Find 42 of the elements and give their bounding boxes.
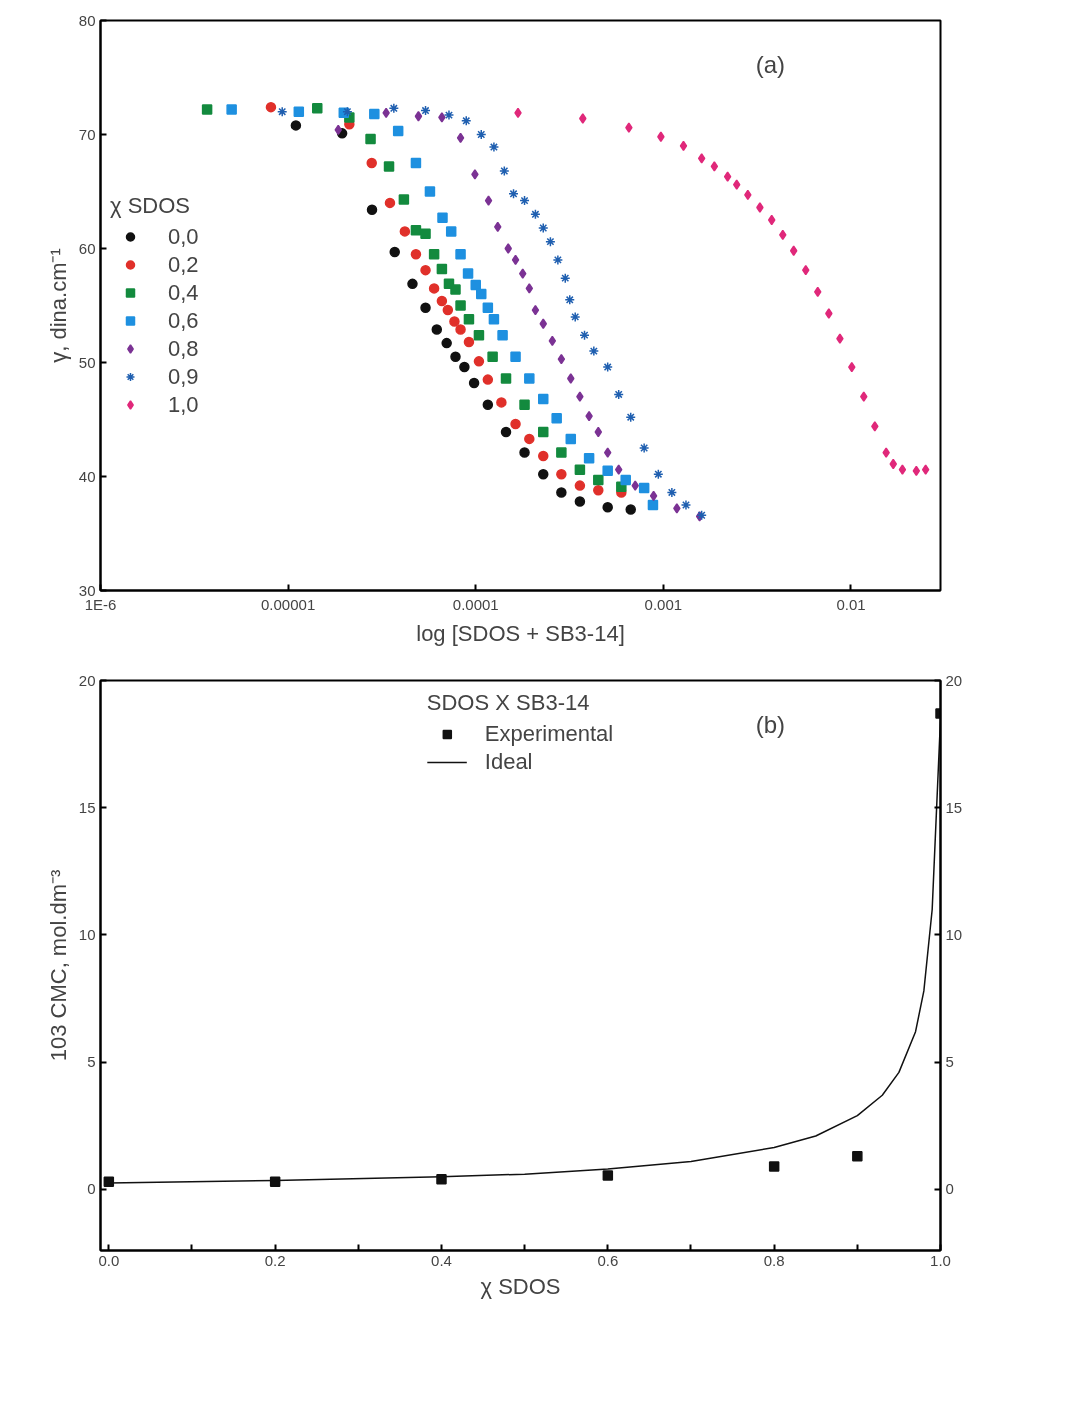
y-axis-title: 103 CMC, mol.dm⁻³ [45, 869, 71, 1062]
y-axis-title: γ, dina.cm⁻¹ [45, 248, 71, 363]
y-tick-label: 40 [78, 467, 96, 485]
x-axis-title: log [SDOS + SB3-14] [416, 620, 625, 646]
y-tick-label: 20 [78, 671, 96, 689]
y-tick-label: 60 [78, 239, 96, 257]
y-tick-label: 10 [78, 925, 96, 943]
x-tick-label: 0.00001 [261, 595, 316, 613]
legend-title: χ SDOS [110, 192, 191, 219]
legend-label: 0,6 [168, 307, 199, 334]
x-tick-label: 0.2 [264, 1251, 286, 1269]
y-tick-label: 70 [78, 125, 96, 143]
x-tick-label: 1.0 [930, 1251, 951, 1269]
legend-label: Ideal [484, 749, 533, 775]
legend-label: 0,8 [168, 335, 199, 362]
annotation: (b) [755, 710, 786, 738]
y-tick-label: 0 [87, 1180, 96, 1198]
x-tick-label: 0.8 [763, 1251, 785, 1269]
x-tick-label: 0.0001 [452, 595, 499, 613]
legend-title: SDOS X SB3-14 [426, 690, 591, 716]
y-tick-label: 50 [78, 353, 96, 371]
legend-label: 0,0 [168, 223, 199, 250]
legend-label: 0,2 [168, 251, 199, 278]
y-tick-label: 5 [87, 1053, 96, 1071]
y2-tick-label: 10 [945, 925, 963, 943]
x-tick-label: 0.6 [597, 1251, 619, 1269]
legend-label: Experimental [484, 721, 614, 747]
legend-label: 1,0 [168, 391, 199, 418]
legend-label: 0,9 [168, 363, 199, 390]
x-tick-label: 0.4 [431, 1251, 452, 1269]
legend-label: 0,4 [168, 279, 199, 306]
x-tick-label: 0.001 [644, 595, 683, 613]
x-tick-label: 0.0 [98, 1251, 120, 1269]
annotation: (a) [755, 50, 786, 78]
y2-tick-label: 0 [945, 1180, 954, 1198]
y2-tick-label: 15 [945, 798, 963, 816]
y-tick-label: 80 [78, 11, 96, 29]
y2-tick-label: 20 [945, 671, 963, 689]
y2-tick-label: 5 [945, 1053, 954, 1071]
x-tick-label: 0.01 [836, 595, 866, 613]
y-tick-label: 15 [78, 798, 96, 816]
x-axis-title: χ SDOS [480, 1273, 561, 1299]
